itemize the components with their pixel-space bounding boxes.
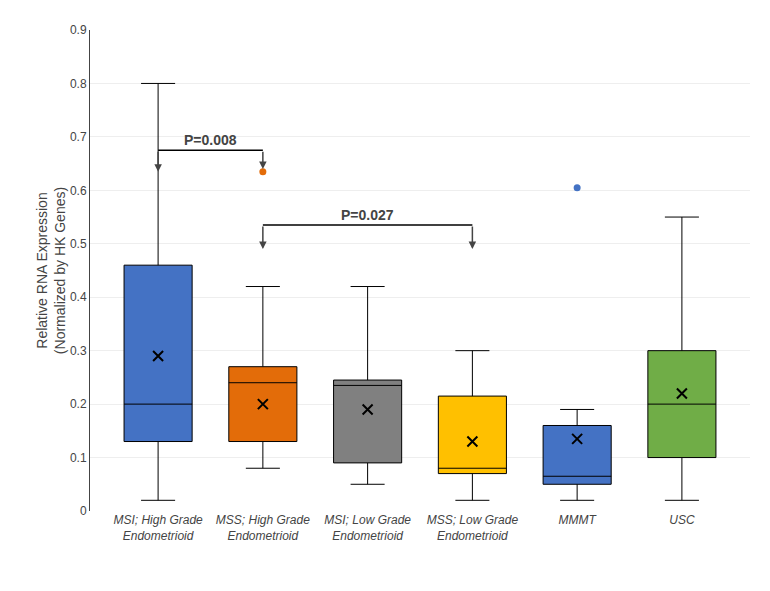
svg-text:0.4: 0.4: [70, 290, 87, 304]
svg-text:MSS; High GradeEndometrioid: MSS; High GradeEndometrioid: [216, 513, 310, 543]
svg-text:P=0.008: P=0.008: [184, 132, 237, 148]
svg-text:0.7: 0.7: [70, 130, 87, 144]
svg-text:MSI; High GradeEndometrioid: MSI; High GradeEndometrioid: [113, 513, 203, 543]
svg-text:0.2: 0.2: [70, 397, 87, 411]
svg-text:Relative RNA Expression(Normal: Relative RNA Expression(Normalized by HK…: [34, 187, 68, 354]
svg-text:MSI; Low GradeEndometrioid: MSI; Low GradeEndometrioid: [324, 513, 411, 543]
svg-text:USC: USC: [669, 513, 695, 527]
svg-text:0: 0: [80, 504, 87, 518]
svg-text:0.1: 0.1: [70, 451, 87, 465]
svg-text:MSS; Low GradeEndometrioid: MSS; Low GradeEndometrioid: [427, 513, 519, 543]
svg-text:0.8: 0.8: [70, 77, 87, 91]
svg-text:P=0.027: P=0.027: [341, 207, 394, 223]
svg-text:0.6: 0.6: [70, 184, 87, 198]
svg-text:0.9: 0.9: [70, 23, 87, 37]
svg-text:MMMT: MMMT: [558, 513, 597, 527]
svg-text:0.3: 0.3: [70, 344, 87, 358]
svg-text:0.5: 0.5: [70, 237, 87, 251]
